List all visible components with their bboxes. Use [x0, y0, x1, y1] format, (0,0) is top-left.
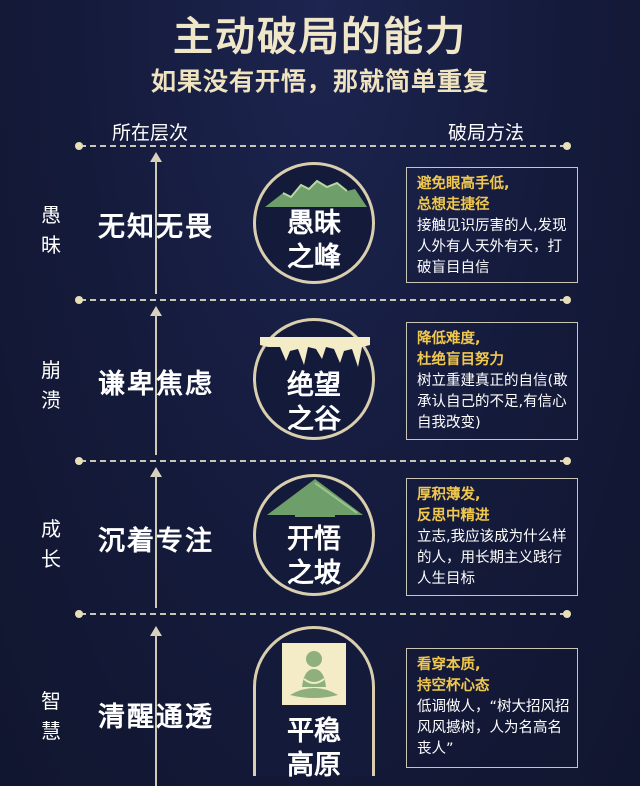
side-label: 愚昧: [41, 203, 61, 257]
level-label: 沉着专注: [98, 526, 214, 557]
axis-arrow-icon: [150, 626, 162, 636]
circle-text: 开悟: [287, 524, 341, 555]
stage-circle: 平稳 高原: [253, 626, 375, 781]
method-box: 避免眼高手低, 总想走捷径 接触见识厉害的人,发现人外有人天外有天，打破盲目自信: [406, 167, 578, 283]
divider-line: [75, 296, 571, 304]
level-label: 无知无畏: [98, 212, 214, 243]
up-arrow-icon: [267, 479, 363, 517]
axis-line: [155, 160, 157, 294]
method-highlight: 杜绝盲目努力: [417, 352, 504, 368]
valley-icon: [260, 337, 370, 367]
axis-arrow-icon: [150, 467, 162, 477]
method-highlight: 持空杯心态: [417, 678, 490, 694]
page-title: 主动破局的能力: [173, 14, 467, 60]
method-highlight: 厚积薄发,: [417, 487, 481, 503]
method-box: 降低难度, 杜绝盲目努力 树立重建真正的自信(敢承认自己的不足,有信心自我改变): [406, 322, 578, 440]
method-highlight: 总想走捷径: [417, 197, 490, 213]
stage-circle: 愚昧 之峰: [253, 162, 375, 284]
circle-text: 平稳: [287, 716, 341, 747]
method-body: 低调做人，“树大招风招风风撼树，人为名高名丧人”: [417, 699, 570, 757]
circle-text: 愚昧: [287, 208, 341, 239]
method-highlight: 降低难度,: [417, 331, 481, 347]
method-body: 接触见识厉害的人,发现人外有人天外有天，打破盲目自信: [417, 218, 567, 276]
level-label: 谦卑焦虑: [98, 369, 214, 400]
circle-text: 高原: [287, 750, 341, 781]
method-highlight: 避免眼高手低,: [417, 176, 510, 192]
method-body: 树立重建真正的自信(敢承认自己的不足,有信心自我改变): [417, 373, 568, 431]
method-highlight: 反思中精进: [417, 508, 490, 524]
side-label: 崩溃: [41, 358, 61, 412]
divider-line: [75, 610, 571, 618]
axis-line: [155, 475, 157, 608]
axis-line: [155, 634, 157, 786]
mountain-peak-icon: [265, 179, 367, 207]
meditation-icon: [282, 643, 346, 705]
side-label: 智慧: [41, 689, 61, 743]
axis-line: [155, 314, 157, 455]
divider-line: [75, 457, 571, 465]
method-highlight: 看穿本质,: [417, 657, 481, 673]
circle-text: 之谷: [287, 404, 341, 435]
circle-text: 之坡: [287, 558, 341, 589]
method-box: 厚积薄发, 反思中精进 立志,我应该成为什么样的人，用长期主义践行人生目标: [406, 478, 578, 596]
column-header-left: 所在层次: [112, 122, 189, 144]
axis-arrow-icon: [150, 306, 162, 316]
side-label: 成长: [41, 517, 61, 571]
axis-arrow-icon: [150, 152, 162, 162]
method-body: 立志,我应该成为什么样的人，用长期主义践行人生目标: [417, 529, 567, 587]
method-box: 看穿本质, 持空杯心态 低调做人，“树大招风招风风撼树，人为名高名丧人”: [406, 648, 578, 768]
stage-circle: 开悟 之坡: [253, 474, 375, 596]
level-label: 清醒通透: [98, 702, 214, 733]
divider-line: [75, 142, 571, 150]
column-header-right: 破局方法: [448, 122, 525, 144]
stage-circle: 绝望 之谷: [253, 318, 375, 440]
circle-text: 之峰: [287, 242, 341, 273]
page-subtitle: 如果没有开悟，那就简单重复: [150, 67, 489, 96]
circle-text: 绝望: [287, 370, 341, 401]
